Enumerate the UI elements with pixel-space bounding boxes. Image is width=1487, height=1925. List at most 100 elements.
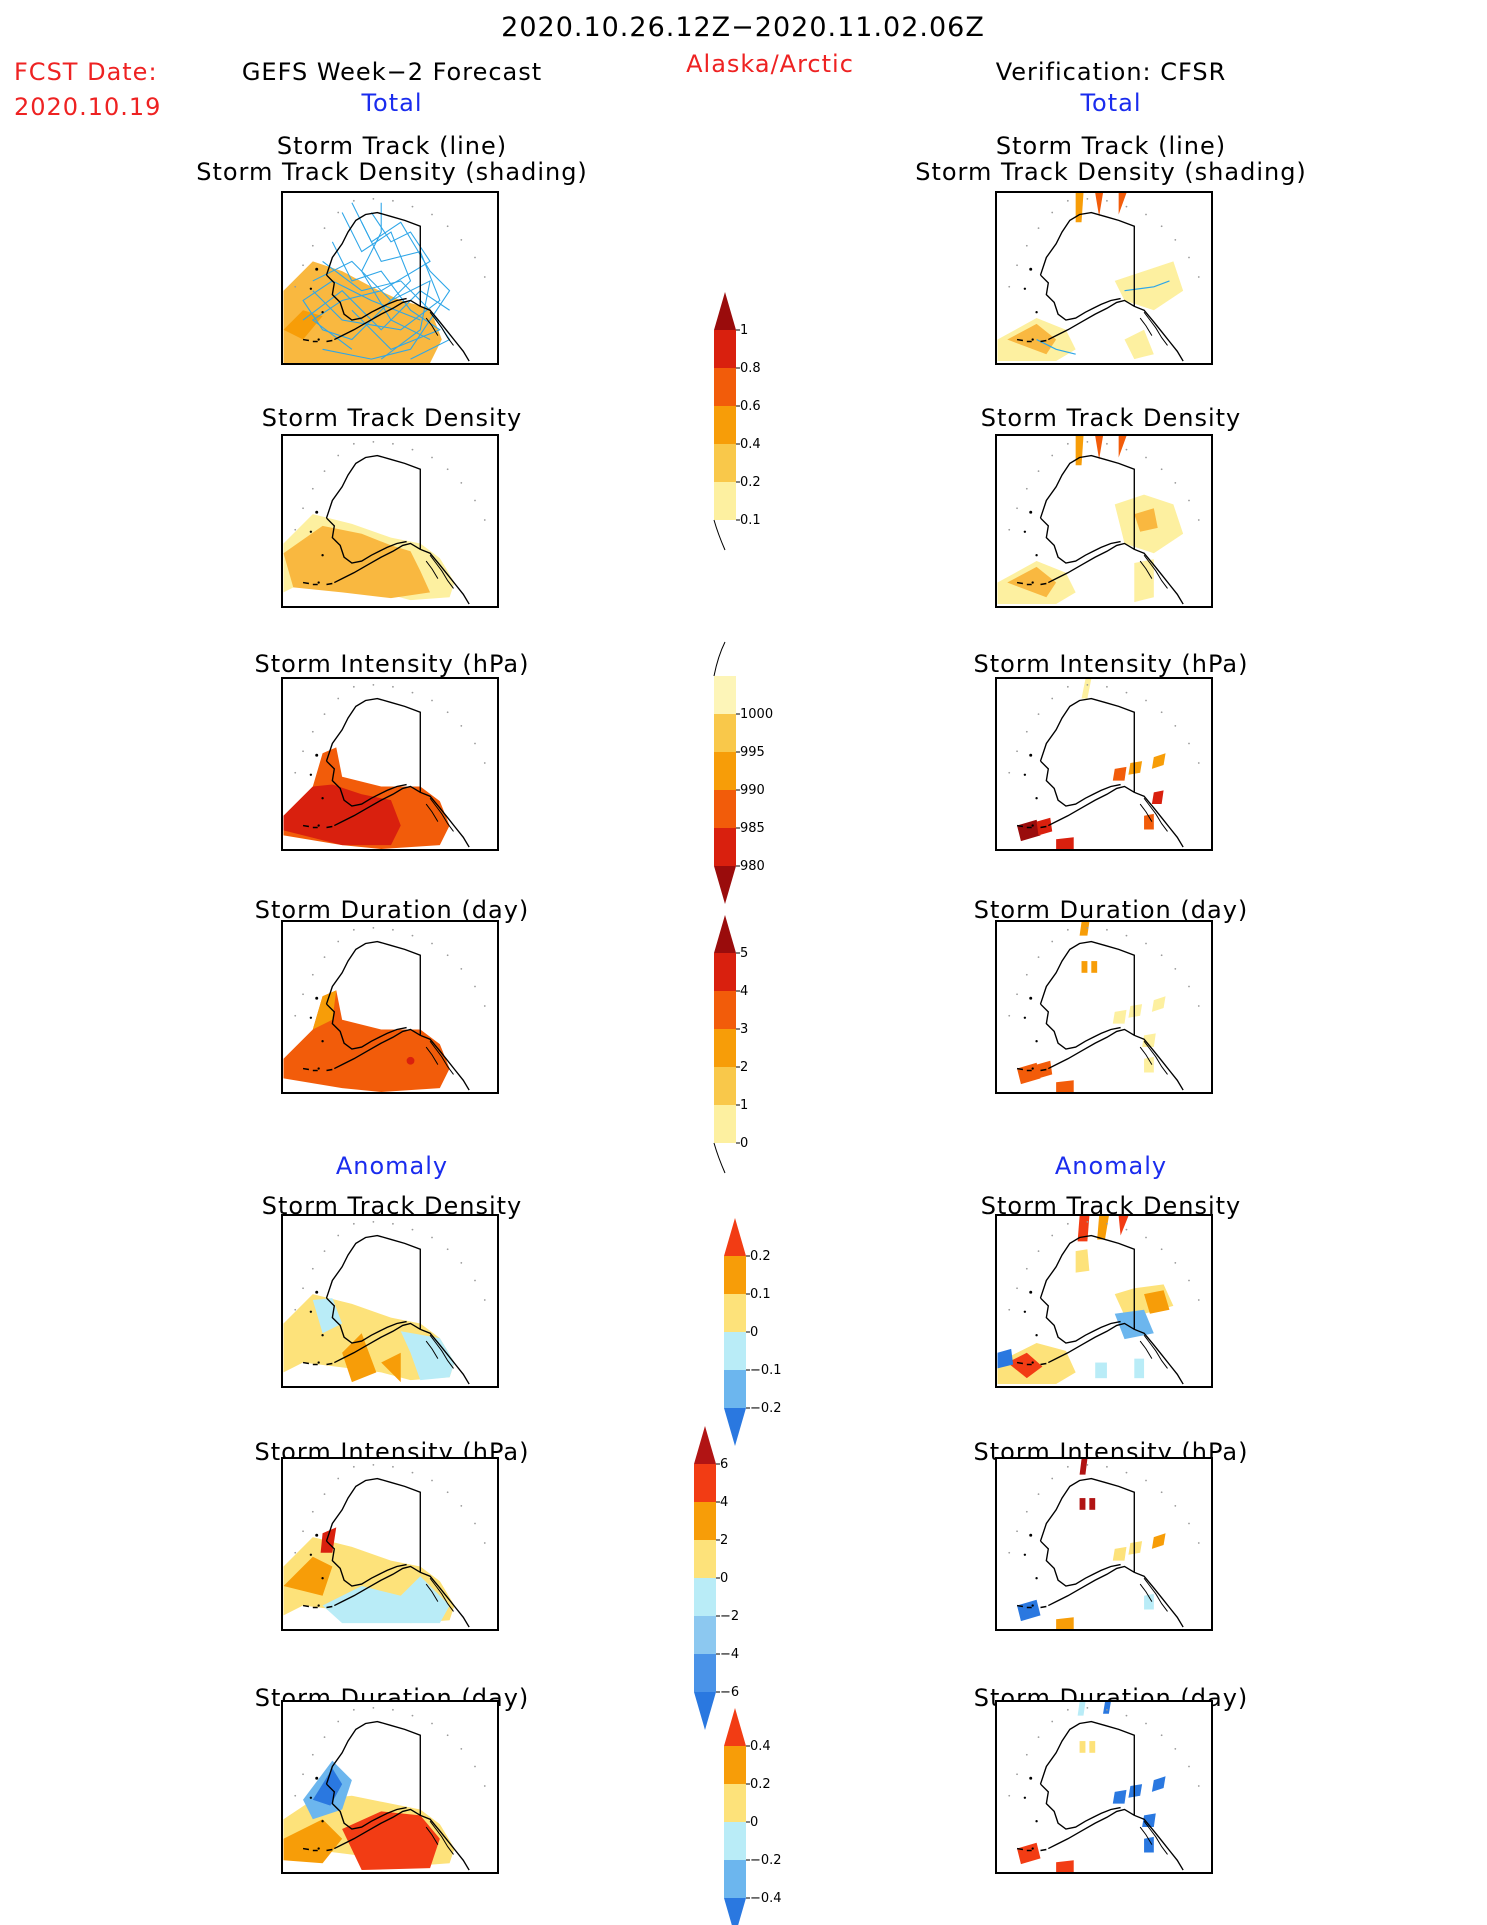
fcst-date-value: 2020.10.19 bbox=[14, 93, 162, 121]
colorbar-swatch bbox=[724, 1294, 746, 1332]
colorbar-label: −0.1 bbox=[750, 1363, 782, 1378]
colorbar-tail bbox=[713, 641, 726, 677]
colorbar-swatch bbox=[724, 1708, 746, 1746]
colorbar-label: 0 bbox=[750, 1815, 758, 1830]
colorbar-swatch bbox=[694, 1540, 716, 1578]
colorbar-swatch bbox=[714, 915, 736, 953]
colorbar-label: −0.2 bbox=[750, 1853, 782, 1868]
density-anomaly-colorbar: 0.2 0.1 0 −0.1 −0.2 bbox=[722, 1188, 802, 1446]
left-track-title-line: Storm Track (line) bbox=[276, 132, 508, 160]
colorbar-label: 990 bbox=[740, 783, 765, 798]
colorbar-label: −6 bbox=[720, 1685, 739, 1700]
colorbar-label: 4 bbox=[740, 984, 748, 999]
colorbar-label: −0.2 bbox=[750, 1401, 782, 1416]
colorbar-label: 3 bbox=[740, 1022, 748, 1037]
colorbar-label: 995 bbox=[740, 745, 765, 760]
colorbar-label: 0.2 bbox=[750, 1249, 771, 1264]
cfsr-anom-duration-map bbox=[995, 1700, 1213, 1874]
left-duration-title: Storm Duration (day) bbox=[254, 896, 530, 924]
colorbar-label: 0.8 bbox=[740, 361, 761, 376]
density-colorbar: 1 0.8 0.6 0.4 0.2 0.1 bbox=[712, 262, 792, 551]
colorbar-label: 0.1 bbox=[750, 1287, 771, 1302]
gefs-anom-intensity-map bbox=[281, 1457, 499, 1631]
colorbar-swatch bbox=[724, 1898, 746, 1925]
colorbar-label: 1 bbox=[740, 323, 748, 338]
colorbar-swatch bbox=[724, 1218, 746, 1256]
colorbar-swatch bbox=[694, 1616, 716, 1654]
colorbar-swatch bbox=[724, 1746, 746, 1784]
period-title: 2020.10.26.12Z−2020.11.02.06Z bbox=[501, 12, 985, 43]
colorbar-swatch bbox=[714, 482, 736, 520]
colorbar-swatch bbox=[694, 1426, 716, 1464]
colorbar-label: 0.6 bbox=[740, 399, 761, 414]
right-density-title: Storm Track Density bbox=[980, 404, 1242, 432]
left-density-title: Storm Track Density bbox=[261, 404, 523, 432]
right-track-title-line: Storm Track (line) bbox=[995, 132, 1227, 160]
colorbar-label: 5 bbox=[740, 946, 748, 961]
cfsr-track-map bbox=[995, 191, 1213, 365]
fcst-date-label: FCST Date: bbox=[14, 58, 158, 86]
colorbar-swatch bbox=[694, 1692, 716, 1730]
colorbar-swatch bbox=[714, 991, 736, 1029]
colorbar-swatch bbox=[714, 1029, 736, 1067]
gefs-intensity-map bbox=[281, 677, 499, 851]
gefs-density-map bbox=[281, 434, 499, 608]
colorbar-swatch bbox=[714, 676, 736, 714]
colorbar-label: 2 bbox=[740, 1060, 748, 1075]
gefs-anom-duration-map bbox=[281, 1700, 499, 1874]
colorbar-label: 0 bbox=[740, 1136, 748, 1151]
cfsr-anom-intensity-map bbox=[995, 1457, 1213, 1631]
cfsr-duration-map bbox=[995, 920, 1213, 1094]
left-total-label: Total bbox=[361, 89, 423, 117]
colorbar-label: 6 bbox=[720, 1457, 728, 1472]
colorbar-swatch bbox=[714, 292, 736, 330]
left-intensity-title: Storm Intensity (hPa) bbox=[254, 650, 530, 678]
colorbar-swatch bbox=[714, 1067, 736, 1105]
colorbar-label: 0.2 bbox=[740, 475, 761, 490]
colorbar-swatch bbox=[724, 1370, 746, 1408]
intensity-colorbar: 1000 995 990 985 980 bbox=[712, 641, 792, 904]
right-total-label: Total bbox=[1080, 89, 1142, 117]
colorbar-swatch bbox=[714, 330, 736, 368]
colorbar-tail bbox=[713, 519, 726, 551]
duration-anomaly-colorbar: 0.4 0.2 0 −0.2 −0.4 bbox=[722, 1678, 802, 1925]
colorbar-label: 980 bbox=[740, 859, 765, 874]
colorbar-swatch bbox=[694, 1502, 716, 1540]
colorbar-swatch bbox=[714, 406, 736, 444]
cfsr-density-map bbox=[995, 434, 1213, 608]
colorbar-swatch bbox=[724, 1822, 746, 1860]
colorbar-label: 0.4 bbox=[740, 437, 761, 452]
gefs-anom-density-map bbox=[281, 1214, 499, 1388]
colorbar-label: 1000 bbox=[740, 707, 773, 722]
colorbar-swatch bbox=[714, 866, 736, 904]
cfsr-intensity-map bbox=[995, 677, 1213, 851]
colorbar-swatch bbox=[714, 953, 736, 991]
colorbar-label: 0.2 bbox=[750, 1777, 771, 1792]
colorbar-swatch bbox=[714, 828, 736, 866]
colorbar-swatch bbox=[714, 368, 736, 406]
right-column-title: Verification: CFSR bbox=[995, 58, 1227, 86]
colorbar-swatch bbox=[724, 1256, 746, 1294]
gefs-track-map bbox=[281, 191, 499, 365]
colorbar-swatch bbox=[694, 1654, 716, 1692]
colorbar-label: 0 bbox=[720, 1571, 728, 1586]
left-anomaly-label: Anomaly bbox=[335, 1152, 449, 1180]
colorbar-swatch bbox=[714, 1105, 736, 1143]
gefs-duration-map bbox=[281, 920, 499, 1094]
right-track-title-shading: Storm Track Density (shading) bbox=[915, 158, 1307, 186]
colorbar-tail bbox=[713, 1142, 726, 1174]
colorbar-swatch bbox=[714, 752, 736, 790]
colorbar-label: −2 bbox=[720, 1609, 739, 1624]
left-column-title: GEFS Week−2 Forecast bbox=[241, 58, 543, 86]
intensity-anomaly-colorbar: 6 4 2 0 −2 −4 −6 bbox=[692, 1396, 772, 1730]
colorbar-label: 1 bbox=[740, 1098, 748, 1113]
right-anomaly-label: Anomaly bbox=[1054, 1152, 1168, 1180]
left-track-title-shading: Storm Track Density (shading) bbox=[196, 158, 588, 186]
colorbar-swatch bbox=[724, 1332, 746, 1370]
colorbar-label: 2 bbox=[720, 1533, 728, 1548]
colorbar-label: 0.4 bbox=[750, 1739, 771, 1754]
cfsr-anom-density-map bbox=[995, 1214, 1213, 1388]
colorbar-swatch bbox=[694, 1464, 716, 1502]
colorbar-swatch bbox=[724, 1784, 746, 1822]
region-label: Alaska/Arctic bbox=[686, 50, 854, 78]
